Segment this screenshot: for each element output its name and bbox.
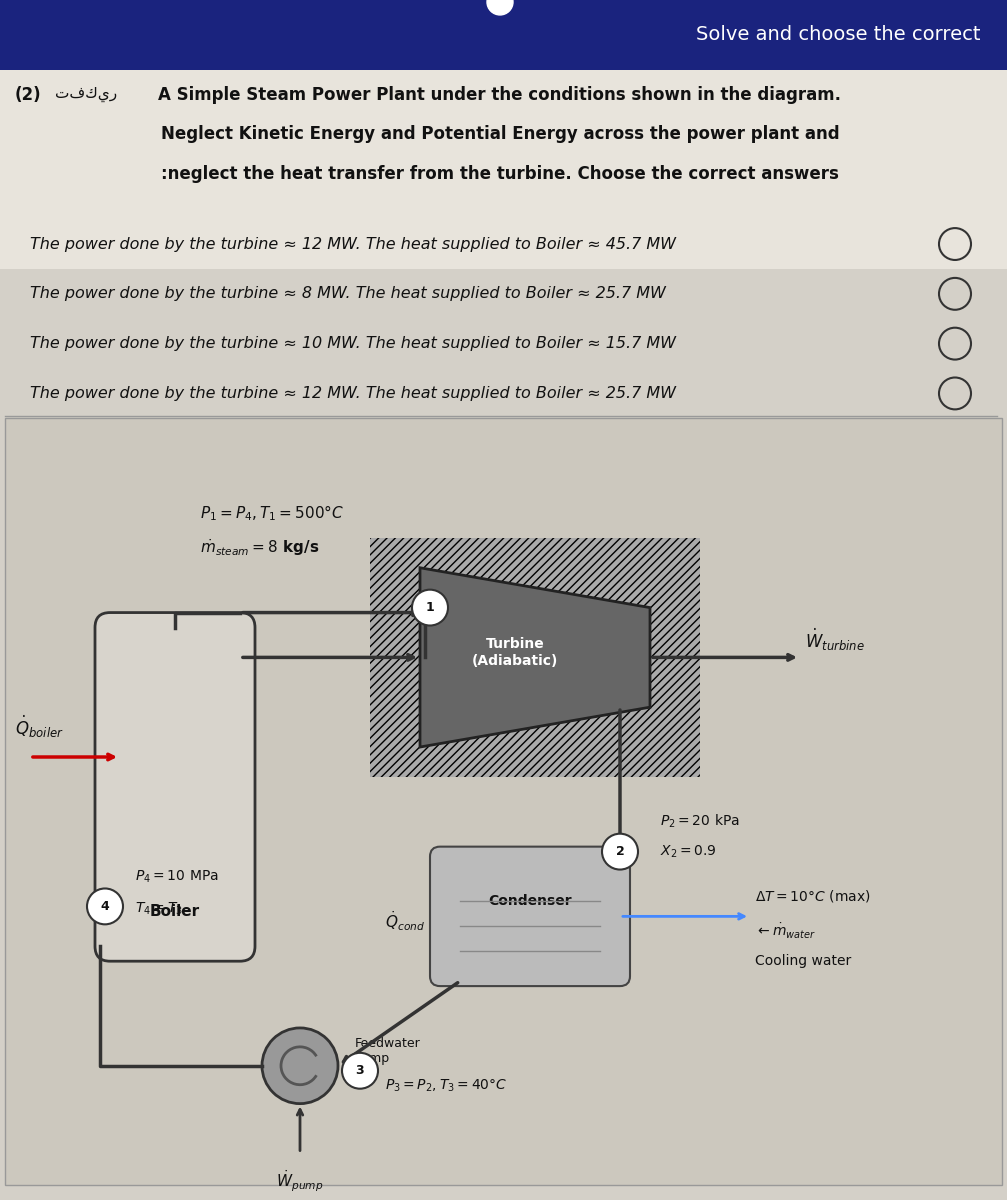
Text: A Simple Steam Power Plant under the conditions shown in the diagram.: A Simple Steam Power Plant under the con… [158, 85, 842, 103]
Text: $\dot{Q}_{cond}$: $\dot{Q}_{cond}$ [385, 910, 425, 934]
Text: Cooling water: Cooling water [755, 954, 851, 968]
Text: $P_2 = 20$ kPa: $P_2 = 20$ kPa [660, 814, 740, 830]
FancyBboxPatch shape [0, 70, 1007, 269]
Text: $\Delta T = 10°C$ (max): $\Delta T = 10°C$ (max) [755, 888, 870, 905]
Text: :neglect the heat transfer from the turbine. Choose the correct answers: :neglect the heat transfer from the turb… [161, 166, 839, 184]
Polygon shape [420, 568, 650, 748]
FancyBboxPatch shape [95, 612, 255, 961]
Circle shape [487, 0, 513, 14]
Text: The power done by the turbine ≈ 12 MW. The heat supplied to Boiler ≈ 25.7 MW: The power done by the turbine ≈ 12 MW. T… [30, 386, 676, 401]
Text: (2): (2) [15, 85, 41, 103]
FancyBboxPatch shape [5, 419, 1002, 1186]
Text: Neglect Kinetic Energy and Potential Energy across the power plant and: Neglect Kinetic Energy and Potential Ene… [161, 126, 839, 144]
Text: Boiler: Boiler [150, 904, 200, 919]
Text: The power done by the turbine ≈ 8 MW. The heat supplied to Boiler ≈ 25.7 MW: The power done by the turbine ≈ 8 MW. Th… [30, 287, 666, 301]
Text: $P_4 = 10$ MPa: $P_4 = 10$ MPa [135, 869, 219, 884]
Text: تفكير: تفكير [55, 88, 117, 102]
Circle shape [412, 589, 448, 625]
Text: $\dot{W}_{turbine}$: $\dot{W}_{turbine}$ [805, 626, 865, 653]
Text: The power done by the turbine ≈ 12 MW. The heat supplied to Boiler ≈ 45.7 MW: The power done by the turbine ≈ 12 MW. T… [30, 236, 676, 252]
Text: $\dot{m}_{steam} = 8$ kg/s: $\dot{m}_{steam} = 8$ kg/s [200, 538, 319, 558]
Text: Solve and choose the correct: Solve and choose the correct [696, 25, 980, 44]
Text: $P_1 = P_4, T_1 = 500°C$: $P_1 = P_4, T_1 = 500°C$ [200, 503, 344, 523]
FancyBboxPatch shape [0, 0, 1007, 70]
Text: Feedwater
Pump: Feedwater Pump [355, 1037, 421, 1064]
Text: $X_2 = 0.9$: $X_2 = 0.9$ [660, 844, 717, 860]
Text: Condenser: Condenser [488, 894, 572, 908]
Circle shape [262, 1028, 338, 1104]
Text: $\dot{Q}_{boiler}$: $\dot{Q}_{boiler}$ [15, 714, 63, 740]
Text: Turbine
(Adiabatic): Turbine (Adiabatic) [472, 637, 558, 667]
Text: 2: 2 [615, 845, 624, 858]
Text: 4: 4 [101, 900, 110, 913]
Text: $\dot{W}_{pump}$: $\dot{W}_{pump}$ [276, 1169, 323, 1194]
Circle shape [602, 834, 638, 870]
Text: 3: 3 [355, 1064, 365, 1078]
Text: 1: 1 [426, 601, 434, 614]
FancyBboxPatch shape [430, 847, 630, 986]
Text: $T_4 = T_3$: $T_4 = T_3$ [135, 900, 183, 917]
Text: $\leftarrow \dot{m}_{water}$: $\leftarrow \dot{m}_{water}$ [755, 922, 816, 941]
Bar [370, 538, 700, 776]
Text: The power done by the turbine ≈ 10 MW. The heat supplied to Boiler ≈ 15.7 MW: The power done by the turbine ≈ 10 MW. T… [30, 336, 676, 352]
Text: $P_3 = P_2, T_3 = 40°C$: $P_3 = P_2, T_3 = 40°C$ [385, 1078, 508, 1094]
Circle shape [342, 1052, 378, 1088]
Circle shape [87, 888, 123, 924]
